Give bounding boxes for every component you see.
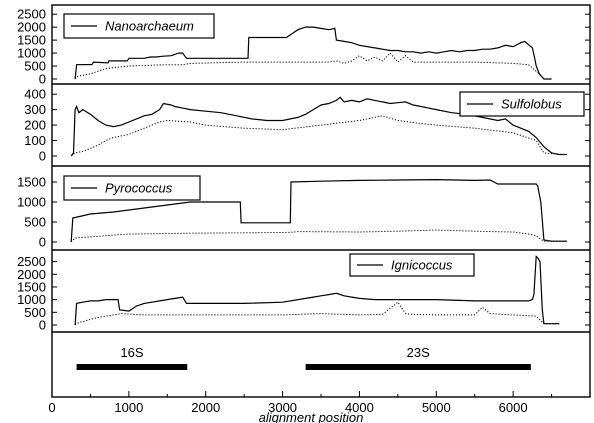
legend: Ignicoccus [349,253,475,277]
y-tick-label: 1500 [17,33,46,48]
x-tick-label: 2000 [191,400,220,415]
y-tick-label: 100 [24,133,46,148]
x-tick-label: 3000 [268,400,297,415]
x-tick-label: 5000 [422,400,451,415]
legend-label: Nanoarchaeum [105,19,194,34]
y-tick-label: 0 [39,235,46,250]
series-line-dotted [70,229,567,243]
y-tick-label: 2500 [17,7,46,22]
x-tick-label: 1000 [114,400,143,415]
legend-box [349,253,475,277]
y-tick-label: 200 [24,118,46,133]
x-tick-label: 4000 [345,400,374,415]
legend: Sulfolobus [459,91,585,117]
y-tick-label: 500 [24,215,46,230]
series-line-dotted [74,52,545,80]
y-tick-label: 300 [24,102,46,117]
series-line-solid [74,255,560,326]
y-tick-label: 400 [24,87,46,102]
region-label: 16S [120,345,143,360]
series-line-solid [74,26,552,80]
y-tick-label: 0 [39,72,46,87]
x-tick-label: 0 [48,400,55,415]
y-tick-label: 500 [24,59,46,74]
y-tick-label: 1000 [17,195,46,210]
legend-label: Sulfolobus [501,97,562,112]
region-bar [76,364,188,370]
x-axis-label: alignment position [259,410,364,423]
region-bar [305,364,531,370]
series-line-dotted [70,115,567,157]
legend-label: Ignicoccus [391,258,453,273]
y-tick-label: 1500 [17,279,46,294]
panel-5: 16S 23S 0 1000 2000 3000 4000 5000 6000 alignment… [48,345,553,423]
y-tick-label: 1000 [17,292,46,307]
y-tick-label: 2500 [17,254,46,269]
y-tick-label: 0 [39,149,46,164]
region-label: 23S [407,345,430,360]
series-line-dotted [74,301,560,326]
legend-label: Pyrococcus [105,181,173,196]
legend: Nanoarchaeum [63,13,215,39]
y-tick-label: 500 [24,305,46,320]
panel-3: 0 500 1000 1500 Pyrococcus [17,175,590,250]
y-tick-label: 1500 [17,175,46,190]
x-tick-label: 6000 [499,400,528,415]
y-tick-label: 1000 [17,46,46,61]
y-tick-label: 2000 [17,20,46,35]
series-line-solid [70,96,567,157]
y-tick-label: 0 [39,318,46,333]
figure-frame [51,4,591,398]
legend: Pyrococcus [63,175,201,201]
series-line-solid [70,178,567,243]
y-tick-label: 2000 [17,267,46,282]
